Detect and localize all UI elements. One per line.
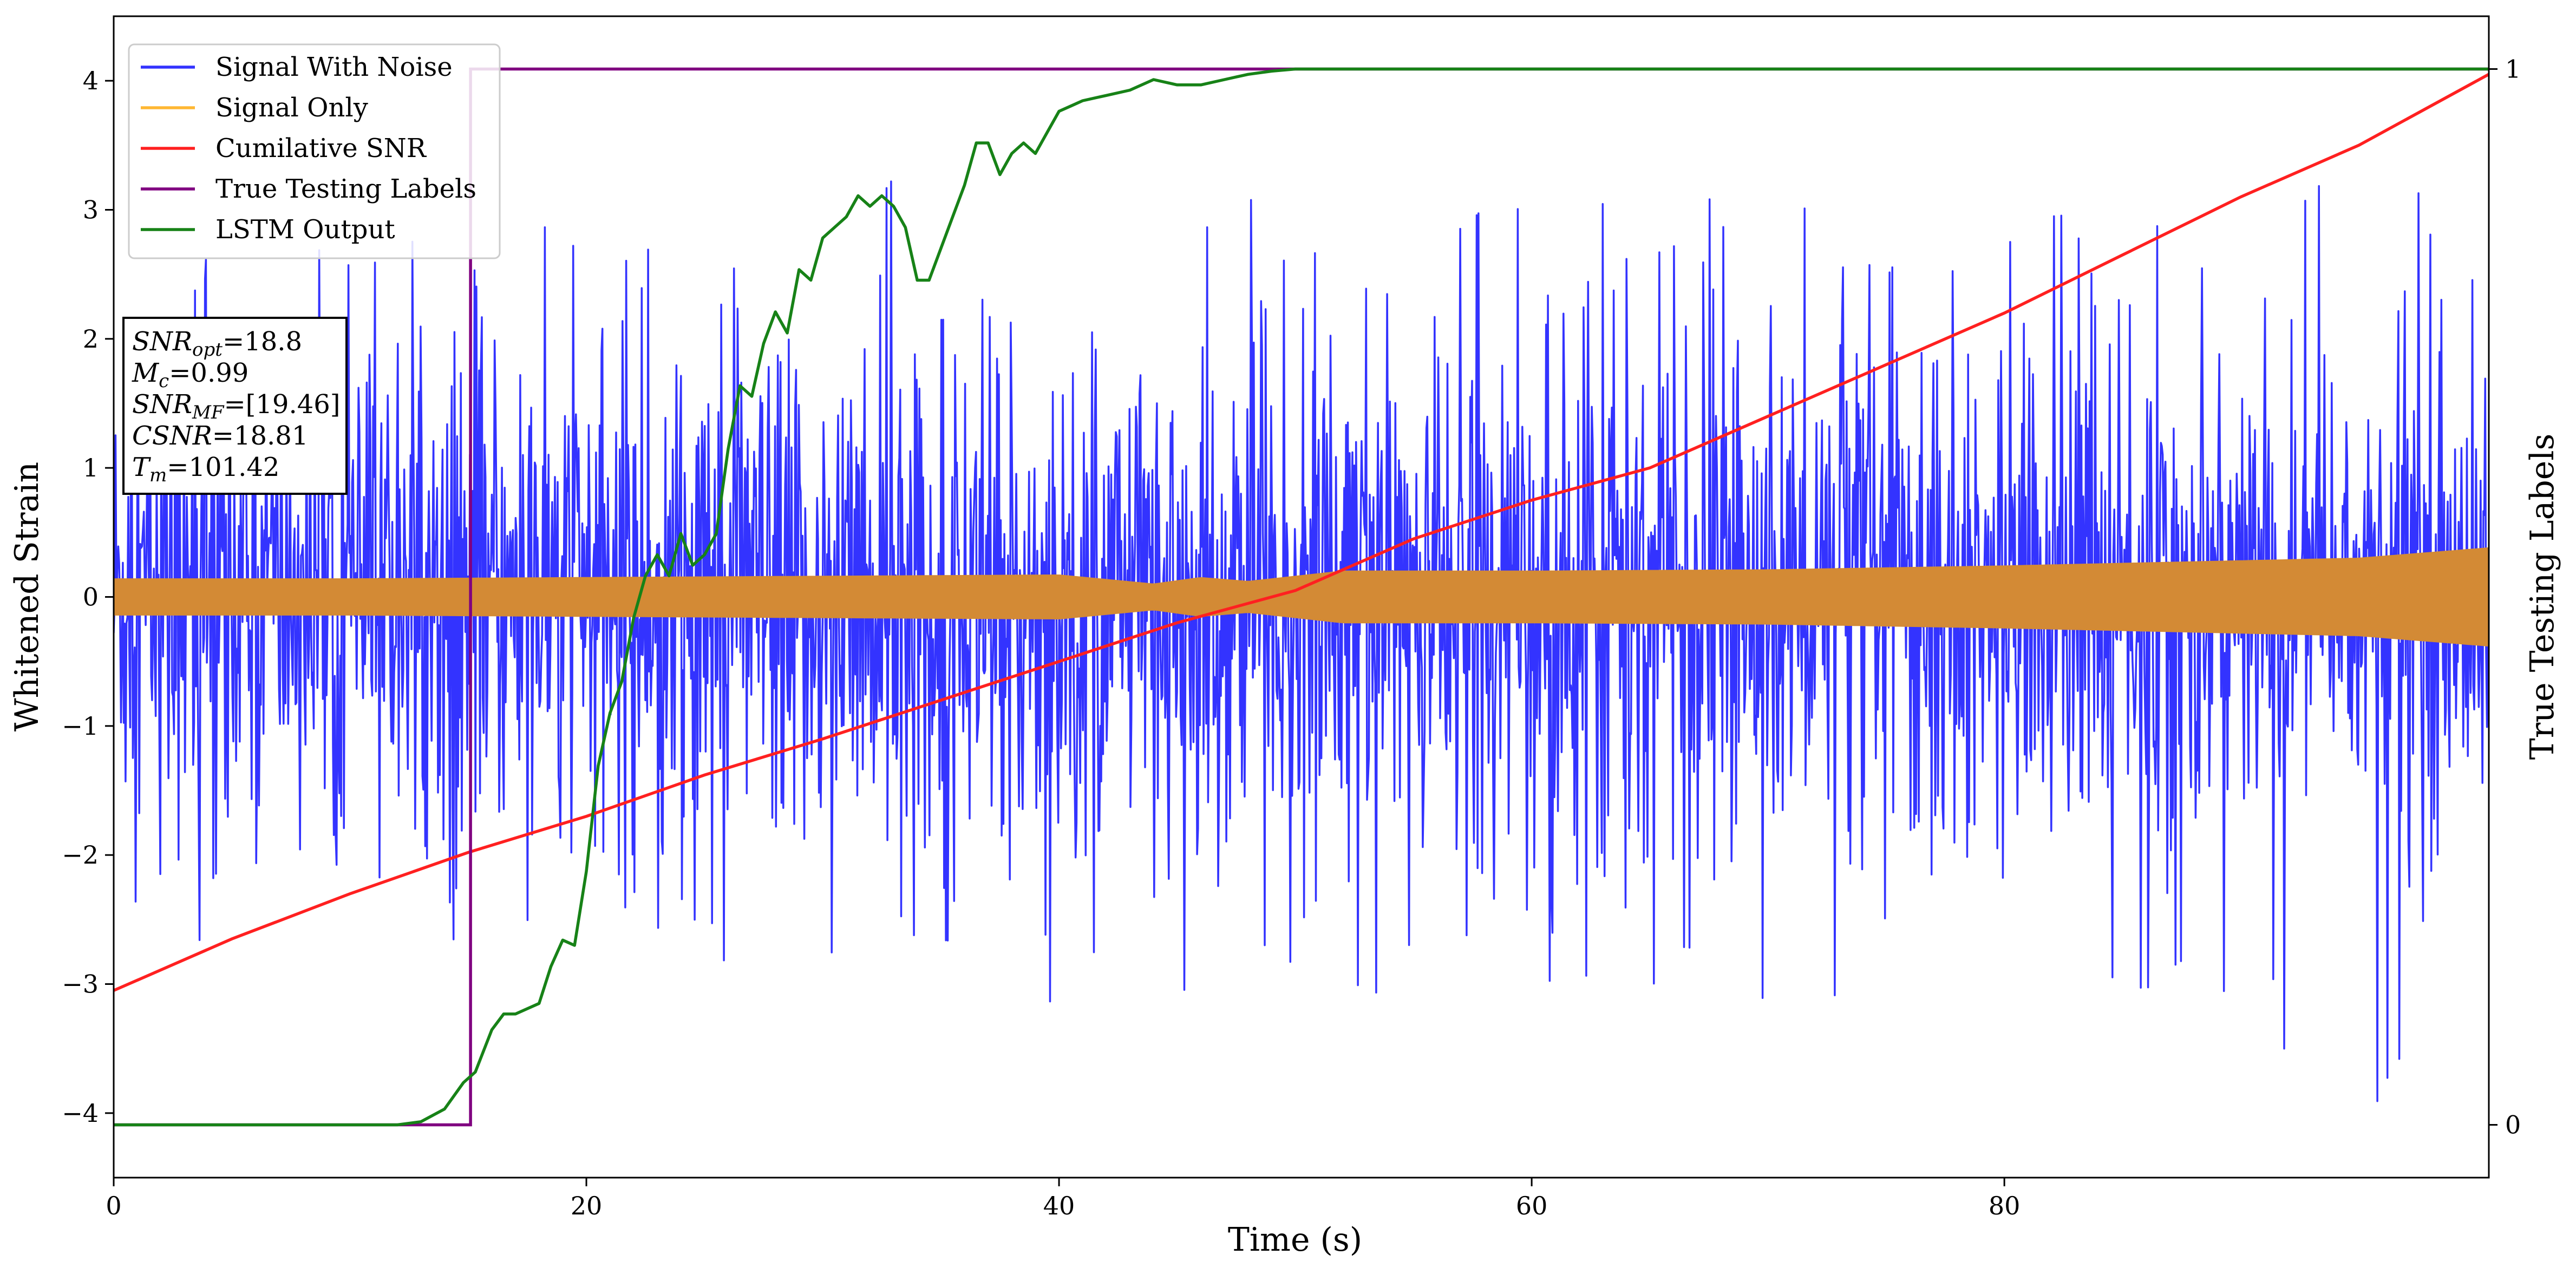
info-line: Tm=101.42 [132,452,279,486]
legend-label: Cumilative SNR [215,133,427,164]
legend-label: Signal With Noise [215,52,453,82]
x-axis-title: Time (s) [1228,1221,1362,1259]
y-tick-label: −2 [62,840,99,870]
info-line: SNRopt=18.8 [132,326,302,361]
info-box-frame [122,317,348,495]
series-lstm-output [114,67,2489,1127]
info-box: SNRopt=18.8Mc=0.99SNRMF=[19.46]CSNR=18.8… [122,317,348,495]
y-tick-label: 4 [83,66,99,95]
x-tick-label: 40 [1043,1191,1075,1220]
y-tick-label: −3 [62,970,99,999]
x-tick-label: 20 [571,1191,603,1220]
y-axis-title: Whitened Strain [8,462,46,731]
plot-area [114,67,2489,1127]
legend-label: LSTM Output [215,214,395,245]
y2-tick-label: 0 [2505,1110,2521,1140]
y-tick-label: 2 [83,324,99,354]
legend-label: Signal Only [215,93,368,123]
x-tick-label: 0 [106,1191,121,1220]
legend-label: True Testing Labels [215,174,476,204]
y-tick-label: 3 [83,195,99,225]
y-tick-label: −4 [62,1099,99,1128]
y2-axis-title: True Testing Labels [2523,434,2561,760]
y-tick-label: 0 [83,583,99,612]
series-signal-only [114,547,2489,647]
legend: Signal With Noise Signal Only Cumilative S… [128,43,501,259]
y-tick-label: 1 [83,453,99,482]
info-line: SNRMF=[19.46] [132,389,341,423]
info-line: Mc=0.99 [132,358,249,392]
x-tick-label: 60 [1516,1191,1548,1220]
legend-box [128,43,501,259]
y-tick-label: −1 [62,711,99,741]
y2-tick-label: 1 [2505,55,2521,84]
series-cumilative-snr [114,73,2489,992]
info-line: CSNR=18.81 [132,421,308,451]
x-tick-label: 80 [1989,1191,2021,1220]
